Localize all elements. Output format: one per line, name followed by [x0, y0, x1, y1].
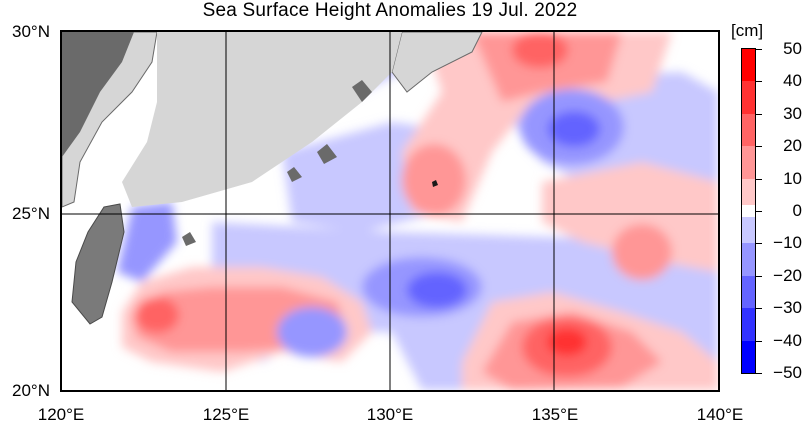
colorbar-tick	[756, 113, 762, 115]
lon-label-135e: 135°E	[531, 405, 579, 424]
colorbar-label: −40	[773, 330, 802, 350]
positive-anomaly-north-peak	[512, 32, 568, 68]
shelf-mask	[122, 32, 402, 207]
land-taiwan	[71, 203, 125, 325]
land-ryukyu-3	[287, 167, 302, 182]
land-ryukyu-2	[317, 144, 337, 164]
colorbar-tick	[756, 243, 762, 245]
colorbar-segment	[742, 49, 755, 82]
map-graticule	[62, 32, 718, 390]
lon-label-140e: 140°E	[696, 405, 744, 424]
colorbar-tick	[756, 146, 762, 148]
colorbar-label: 50	[783, 39, 802, 58]
colorbar-label: 0	[792, 201, 802, 220]
colorbar-label: 10	[783, 168, 802, 188]
colorbar-label: −30	[773, 298, 802, 318]
positive-anomaly-east	[542, 162, 718, 272]
colorbar-label: 40	[783, 71, 802, 91]
land-ryukyu-4	[182, 232, 196, 246]
colorbar-segment	[742, 308, 755, 342]
colorbar-tick	[756, 275, 762, 277]
colorbar-label: −10	[773, 233, 802, 253]
colorbar-tick	[756, 211, 762, 212]
negative-anomaly-south-center-core	[407, 272, 467, 308]
negative-anomaly-southwest	[277, 307, 347, 357]
lon-label-125e: 125°E	[202, 405, 250, 424]
colorbar-segment	[742, 243, 755, 277]
lat-label-20n: 20°N	[12, 381, 50, 400]
lat-label-30n: 30°N	[12, 22, 50, 41]
lon-label-130e: 130°E	[366, 405, 414, 424]
ssh-anomaly-map	[60, 30, 720, 392]
positive-anomaly-east-core	[612, 224, 672, 280]
colorbar-segment-zero	[742, 205, 755, 217]
colorbar-label: −50	[773, 363, 802, 382]
map-title: Sea Surface Height Anomalies 19 Jul. 202…	[202, 0, 578, 21]
colorbar-tick	[756, 373, 762, 374]
lat-label-25n: 25°N	[12, 204, 50, 223]
colorbar-segment	[742, 211, 755, 244]
colorbar-segment	[742, 146, 755, 180]
land-ryukyu-1	[352, 80, 372, 102]
land-daito	[432, 180, 438, 187]
colorbar-unit: [cm]	[731, 21, 764, 40]
colorbar-label: −20	[773, 265, 802, 285]
positive-anomaly-south-max	[547, 328, 587, 356]
colorbar-tick	[756, 49, 762, 50]
colorbar-tick	[756, 178, 762, 180]
colorbar-segment	[742, 275, 755, 309]
colorbar-segment	[742, 178, 755, 212]
negative-anomaly-taiwan-east	[117, 202, 177, 282]
colorbar-label: 30	[783, 103, 802, 123]
colorbar-segment	[742, 113, 755, 147]
colorbar-segment	[742, 81, 755, 115]
colorbar-tick	[756, 340, 762, 342]
land-mainland-shade	[62, 32, 134, 157]
colorbar-tick	[756, 81, 762, 83]
colorbar-label: 20	[783, 136, 802, 156]
colorbar-tick	[756, 308, 762, 310]
positive-anomaly-eddy	[402, 144, 466, 216]
ssh-anomaly-field	[62, 32, 718, 390]
positive-anomaly-west-peak	[135, 297, 179, 333]
colorbar	[741, 48, 756, 374]
negative-anomaly-eddy-core	[548, 111, 600, 147]
lon-label-120e: 120°E	[37, 405, 85, 424]
colorbar-segment	[742, 340, 755, 374]
